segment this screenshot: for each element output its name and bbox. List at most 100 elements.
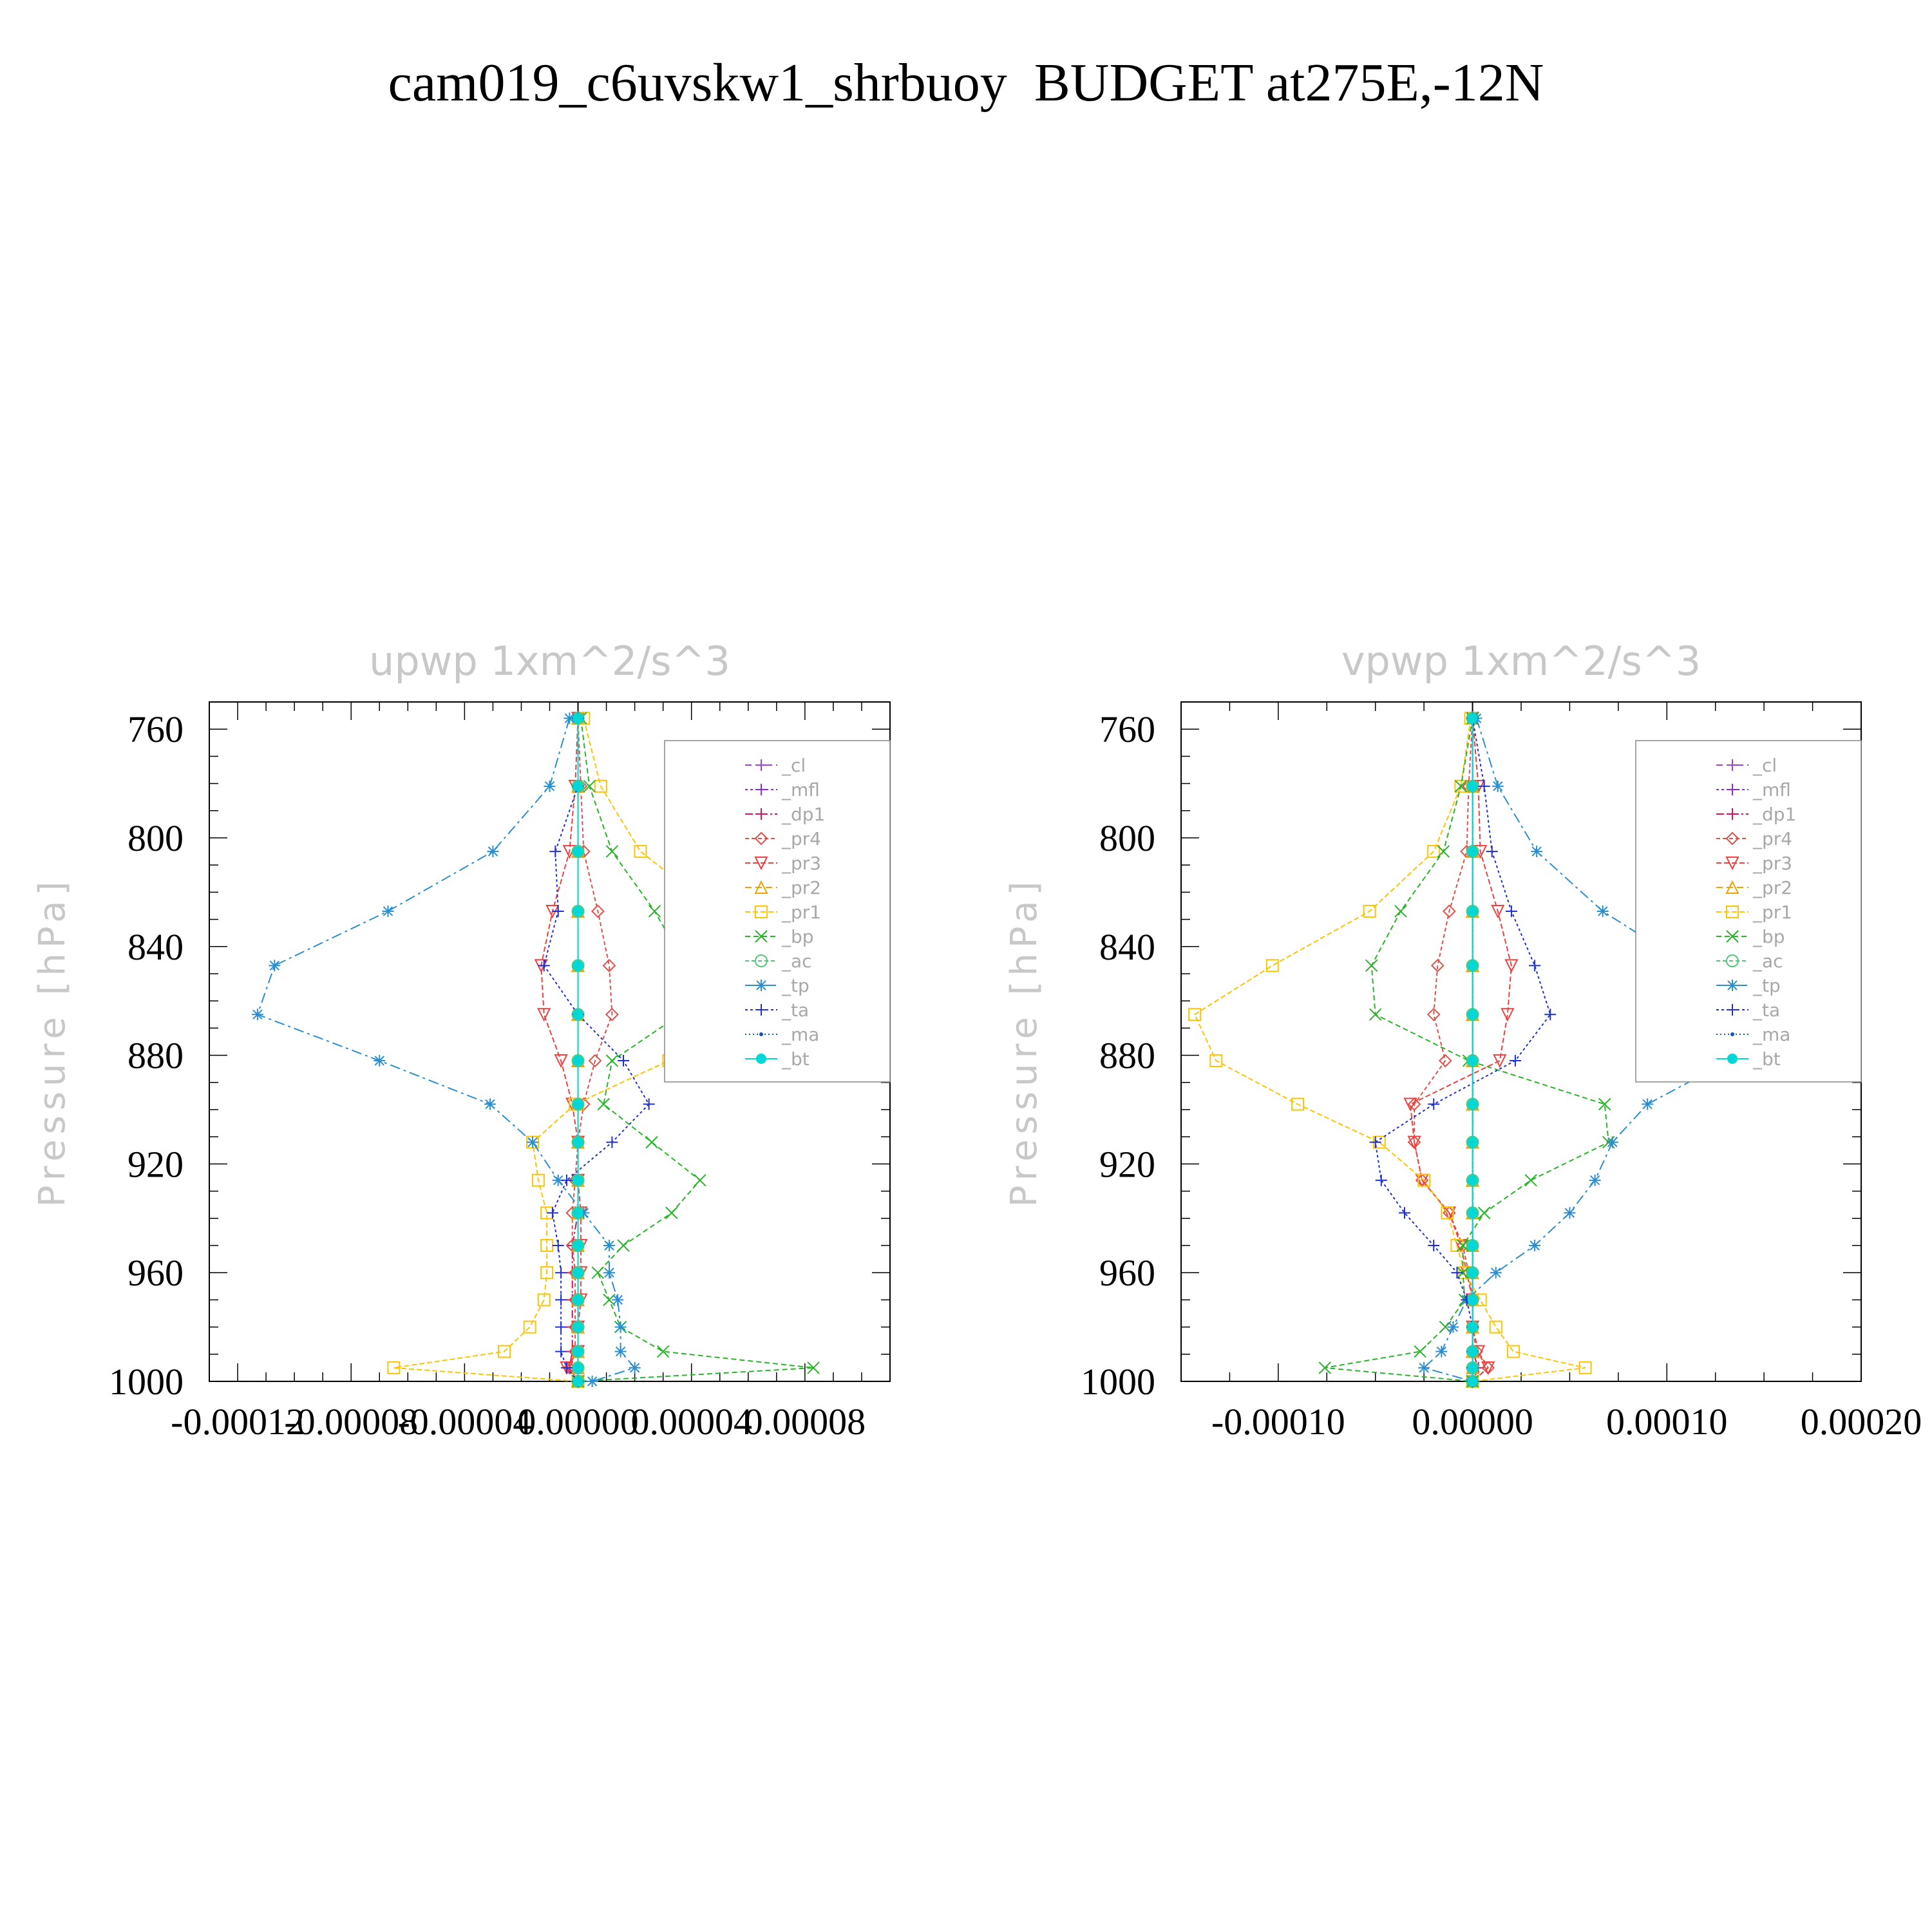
vpwp-point_bt <box>1467 1362 1478 1373</box>
upwp-point_pr4 <box>605 1007 619 1021</box>
upwp-point_bp <box>591 1266 605 1279</box>
vpwp-point_bp <box>1437 845 1450 858</box>
vpwp-point_pr1 <box>1427 845 1441 858</box>
vpwp-point_pr3 <box>1504 959 1519 973</box>
vpwp-point_bt <box>1467 1240 1478 1251</box>
vpwp-point_ta <box>1544 1009 1557 1021</box>
vpwp-point_tp <box>1447 1321 1459 1333</box>
vpwp-point_tp <box>1529 1240 1541 1251</box>
upwp-point_bp <box>694 1174 706 1187</box>
vpwp-y-tick-label: 800 <box>1099 817 1155 859</box>
vpwp-point_bt <box>1467 1137 1478 1148</box>
upwp-point_bt <box>573 846 583 857</box>
vpwp-point_pr3 <box>1491 904 1505 919</box>
vpwp-point_pr4 <box>1407 1097 1421 1111</box>
upwp-point_ta <box>555 1267 567 1279</box>
vpwp-point_tp <box>1606 1136 1618 1148</box>
upwp-panel: upwp 1xm^2/s^3 Pressure [hPa] 760 800 840 880… <box>32 638 891 1443</box>
vpwp-point_pr1 <box>1417 1173 1431 1187</box>
upwp-legend-marker <box>755 1004 767 1016</box>
upwp-point_pr4 <box>588 1054 602 1068</box>
vpwp-point_ta <box>1486 846 1498 858</box>
upwp-point_bt <box>573 1321 583 1332</box>
vpwp-legend-marker <box>1727 808 1738 820</box>
vpwp-point_bp <box>1414 1345 1426 1358</box>
upwp-point_tp <box>251 1009 263 1021</box>
vpwp-point_pr3 <box>1493 1054 1507 1068</box>
vpwp-point_bt <box>1467 905 1478 916</box>
vpwp-y-tick-label: 760 <box>1099 708 1155 750</box>
upwp-point_bt <box>573 1240 583 1251</box>
vpwp-point_tp <box>1596 905 1609 917</box>
upwp-point_ta <box>560 1361 573 1374</box>
upwp-x-tick-label: 0.00004 <box>630 1401 752 1443</box>
upwp-point_tp <box>552 1174 564 1186</box>
upwp-point_bt <box>573 1346 583 1357</box>
vpwp-point_pr1 <box>1506 1345 1520 1358</box>
upwp-point_tp <box>614 1345 627 1358</box>
upwp-point_ta <box>555 1321 567 1333</box>
vpwp-legend-marker <box>1725 880 1739 894</box>
upwp-point_bt <box>573 1099 583 1110</box>
vpwp-point_tp <box>1490 1267 1502 1279</box>
vpwp-point_bp <box>1456 1239 1470 1252</box>
upwp-point_bt <box>573 960 583 971</box>
upwp-legend-label: _cl <box>781 755 806 776</box>
upwp-y-tick-label: 760 <box>128 708 184 750</box>
vpwp-point_bt <box>1467 1099 1478 1110</box>
vpwp-point_pr1 <box>1265 959 1279 972</box>
upwp-point_ta <box>549 846 562 858</box>
upwp-point_pr3 <box>554 1054 568 1068</box>
upwp-legend-marker <box>754 880 768 894</box>
upwp-point_bt <box>573 1056 583 1066</box>
upwp-point_tp <box>578 1207 590 1219</box>
vpwp-series-line_pr1 <box>1193 718 1586 1382</box>
vpwp-point_ta <box>1451 1267 1463 1279</box>
upwp-point_ta <box>552 1240 564 1251</box>
vpwp-legend-marker <box>1725 831 1739 846</box>
upwp-point_pr1 <box>634 845 647 858</box>
upwp-legend-label: _mfl <box>781 779 820 800</box>
vpwp-point_tp <box>1492 780 1504 792</box>
upwp-point_pr3 <box>537 1008 551 1022</box>
vpwp-legend-marker <box>1727 1054 1738 1064</box>
vpwp-legend-label: _pr2 <box>1752 877 1792 898</box>
upwp-point_pr1 <box>540 1266 554 1280</box>
vpwp-y-tick-label: 920 <box>1099 1143 1155 1185</box>
upwp-point_tp <box>564 712 576 724</box>
page-title: cam019_c6uvskw1_shrbuoy BUDGET at275E,-1… <box>388 53 1544 113</box>
vpwp-legend-marker <box>1726 954 1739 967</box>
upwp-point_tp <box>527 1136 539 1148</box>
upwp-point_bt <box>573 1362 583 1373</box>
upwp-point_bt <box>573 1267 583 1278</box>
vpwp-point_tp <box>1435 1345 1448 1358</box>
upwp-point_bp <box>605 1054 619 1067</box>
upwp-point_bt <box>573 781 583 791</box>
vpwp-legend-marker <box>1727 980 1738 991</box>
upwp-point_bt <box>573 1009 583 1020</box>
upwp-point_tp <box>544 780 556 792</box>
upwp-legend-label: _bt <box>781 1048 810 1070</box>
upwp-point_bt <box>573 1208 583 1218</box>
upwp-point_pr1 <box>387 1361 401 1374</box>
upwp-legend-label: _pr4 <box>781 828 821 849</box>
vpwp-legend-marker <box>1727 1004 1738 1016</box>
vpwp-point_pr4 <box>1442 904 1456 918</box>
vpwp-point_tp <box>1418 1361 1430 1374</box>
upwp-point_ta <box>560 1174 573 1186</box>
upwp-point_ta <box>643 1098 655 1110</box>
upwp-panel-title: upwp 1xm^2/s^3 <box>369 638 730 685</box>
vpwp-legend-marker <box>1727 759 1738 771</box>
upwp-legend-label: _bp <box>781 926 814 947</box>
upwp-point_pr1 <box>523 1320 536 1334</box>
vpwp-point_bt <box>1467 960 1478 971</box>
vpwp-point_ta <box>1509 1055 1521 1067</box>
upwp-point_tp <box>487 846 499 858</box>
vpwp-legend-label: _bt <box>1752 1048 1781 1070</box>
vpwp-point_pr1 <box>1209 1054 1223 1068</box>
vpwp-point_bp <box>1598 1097 1611 1111</box>
upwp-point_ta <box>606 1136 618 1148</box>
upwp-x-tick-label: -0.00012 <box>171 1401 305 1443</box>
upwp-point_ta <box>546 1207 558 1219</box>
upwp-legend-label: _dp1 <box>781 804 825 825</box>
